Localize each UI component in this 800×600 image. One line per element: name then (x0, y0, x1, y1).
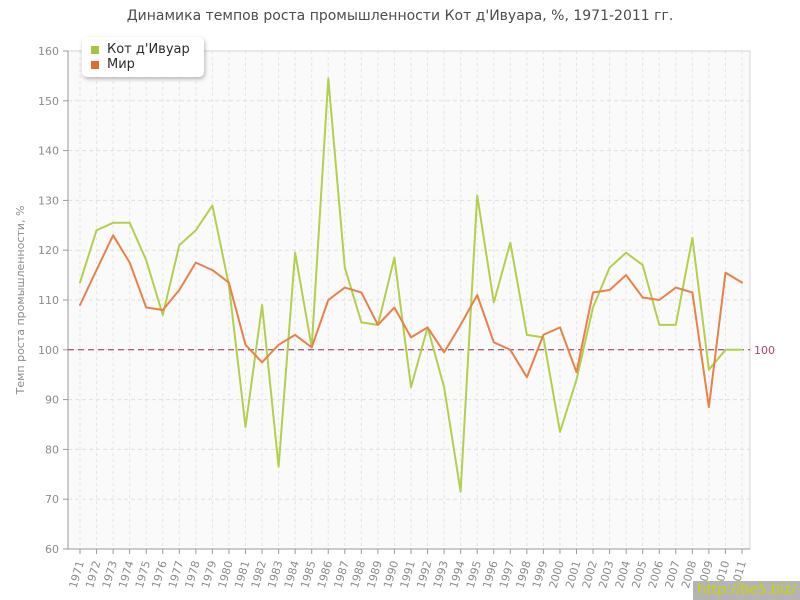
legend-label-cote-divoire: Кот д'Ивуар (107, 42, 190, 57)
y-tick-label: 120 (38, 244, 59, 257)
series-line-cote-divoire (79, 77, 743, 493)
y-tick-label: 160 (38, 45, 59, 58)
y-tick-label: 90 (45, 394, 59, 407)
y-tick-label: 70 (45, 493, 59, 506)
legend: Кот д'Ивуар Мир (82, 37, 204, 77)
legend-label-mir: Мир (107, 57, 135, 72)
y-axis-title: Темп роста промышленности, % (14, 206, 27, 396)
y-tick-label: 60 (45, 543, 59, 556)
y-tick-label: 150 (38, 95, 59, 108)
y-tick-label: 100 (38, 344, 59, 357)
y-tick-label: 110 (38, 294, 59, 307)
legend-swatch-mir (91, 60, 99, 69)
legend-item-cote-divoire[interactable]: Кот д'Ивуар (91, 42, 190, 57)
series-line-mir (79, 234, 743, 409)
reference-line-label: 100 (754, 344, 775, 357)
y-tick-label: 80 (45, 443, 59, 456)
chart-title: Динамика темпов роста промышленности Кот… (126, 8, 674, 24)
legend-swatch-cote-divoire (91, 45, 99, 54)
legend-item-mir[interactable]: Мир (91, 57, 190, 72)
y-tick-label: 130 (38, 194, 59, 207)
y-tick-label: 140 (38, 145, 59, 158)
watermark-link[interactable]: http://be5.biz/ (693, 581, 800, 600)
